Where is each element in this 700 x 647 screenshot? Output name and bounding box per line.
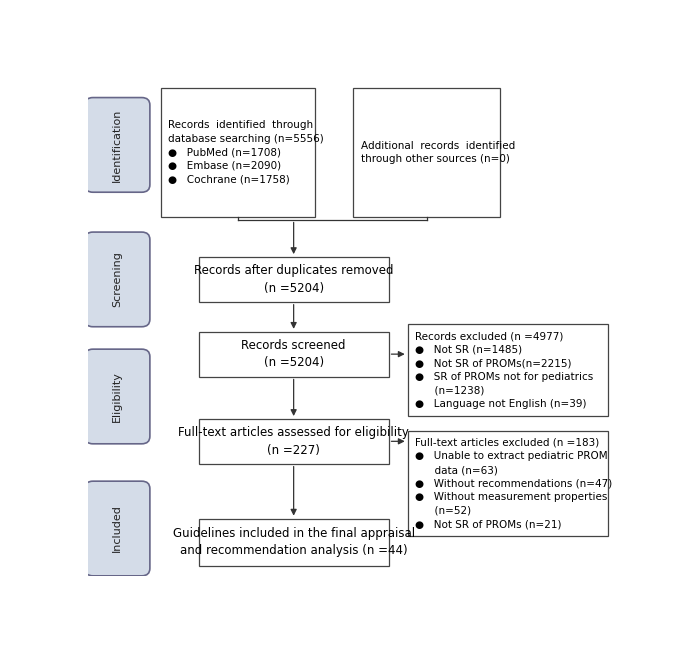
Text: Full-text articles excluded (n =183)
●   Unable to extract pediatric PROM
      : Full-text articles excluded (n =183) ● U…: [415, 438, 612, 529]
Text: Screening: Screening: [112, 252, 122, 307]
Text: Guidelines included in the final appraisal
and recommendation analysis (n =44): Guidelines included in the final apprais…: [173, 527, 414, 558]
Text: Full-text articles assessed for eligibility
(n =227): Full-text articles assessed for eligibil…: [178, 426, 409, 457]
Text: Records excluded (n =4977)
●   Not SR (n=1485)
●   Not SR of PROMs(n=2215)
●   S: Records excluded (n =4977) ● Not SR (n=1…: [415, 331, 594, 410]
Text: Additional  records  identified
through other sources (n=0): Additional records identified through ot…: [361, 140, 515, 164]
Text: Records screened
(n =5204): Records screened (n =5204): [241, 339, 346, 369]
FancyBboxPatch shape: [199, 419, 388, 464]
Text: Eligibility: Eligibility: [112, 371, 122, 422]
FancyBboxPatch shape: [161, 87, 315, 217]
FancyBboxPatch shape: [199, 332, 388, 377]
Text: Records  identified  through
database searching (n=5556)
●   PubMed (n=1708)
●  : Records identified through database sear…: [168, 120, 324, 184]
Text: Included: Included: [112, 505, 122, 553]
FancyBboxPatch shape: [85, 98, 150, 192]
FancyBboxPatch shape: [199, 518, 388, 566]
Text: Identification: Identification: [112, 108, 122, 182]
FancyBboxPatch shape: [85, 349, 150, 444]
FancyBboxPatch shape: [85, 232, 150, 327]
FancyBboxPatch shape: [85, 481, 150, 576]
FancyBboxPatch shape: [407, 432, 608, 536]
FancyBboxPatch shape: [199, 257, 388, 302]
FancyBboxPatch shape: [354, 87, 500, 217]
Text: Records after duplicates removed
(n =5204): Records after duplicates removed (n =520…: [194, 264, 393, 294]
FancyBboxPatch shape: [407, 324, 608, 417]
